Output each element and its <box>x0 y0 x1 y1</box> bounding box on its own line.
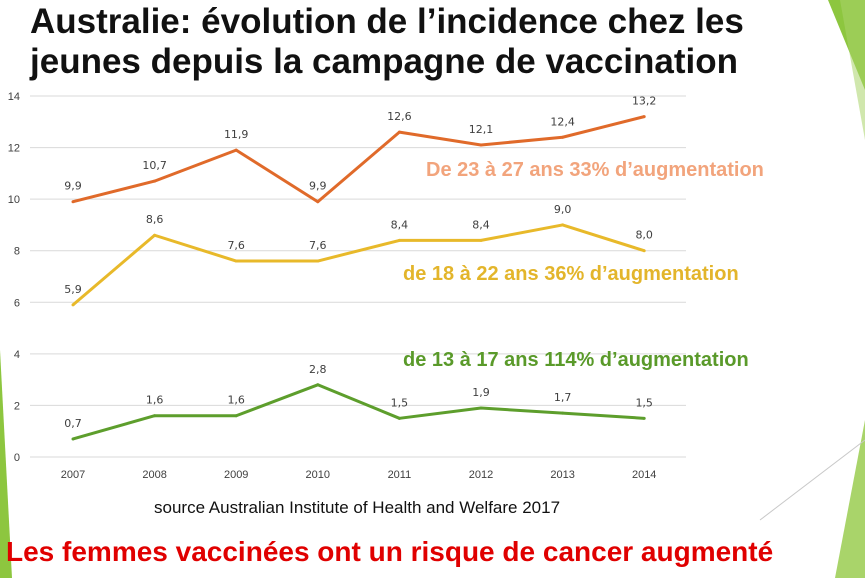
data-point <box>397 130 401 134</box>
data-point <box>561 223 565 227</box>
data-label: 5,9 <box>64 283 82 296</box>
data-label: 9,0 <box>554 203 572 216</box>
series-annotation: de 18 à 22 ans 36% d’augmentation <box>403 263 739 285</box>
data-label: 11,9 <box>224 128 249 141</box>
data-point <box>642 416 646 420</box>
data-label: 8,6 <box>146 213 164 226</box>
data-point <box>71 200 75 204</box>
x-tick-label: 2007 <box>61 469 85 481</box>
x-tick-label: 2008 <box>142 469 166 481</box>
data-label: 8,4 <box>472 218 490 231</box>
data-label: 1,6 <box>227 394 245 407</box>
data-point <box>479 143 483 147</box>
x-tick-label: 2009 <box>224 469 248 481</box>
data-point <box>153 233 157 237</box>
data-point <box>234 148 238 152</box>
slide-title: Australie: évolution de l’incidence chez… <box>30 2 744 81</box>
data-point <box>71 303 75 307</box>
source-caption: source Australian Institute of Health an… <box>154 498 561 517</box>
x-tick-label: 2013 <box>550 469 574 481</box>
y-tick-label: 12 <box>8 143 20 155</box>
data-point <box>153 179 157 183</box>
x-tick-label: 2014 <box>632 469 656 481</box>
y-tick-label: 14 <box>8 91 20 103</box>
data-label: 10,7 <box>142 159 167 172</box>
data-point <box>153 414 157 418</box>
data-label: 12,1 <box>469 123 494 136</box>
series-annotation: de 13 à 17 ans 114% d’augmentation <box>403 349 749 371</box>
data-point <box>561 411 565 415</box>
right-green-accent-light <box>840 0 865 140</box>
data-label: 1,7 <box>554 391 572 404</box>
conclusion-text: Les femmes vaccinées ont un risque de ca… <box>6 536 774 567</box>
data-label: 1,5 <box>391 396 409 409</box>
x-tick-label: 2012 <box>469 469 493 481</box>
data-point <box>397 416 401 420</box>
data-label: 9,9 <box>309 180 327 193</box>
right-divider-line <box>759 439 865 521</box>
y-tick-label: 0 <box>14 452 20 464</box>
data-label: 13,2 <box>632 95 657 108</box>
data-point <box>234 414 238 418</box>
data-label: 2,8 <box>309 363 327 376</box>
series-line <box>72 223 645 307</box>
y-tick-label: 10 <box>8 194 20 206</box>
data-label: 0,7 <box>64 417 82 430</box>
series-line <box>72 383 645 441</box>
data-point <box>479 238 483 242</box>
right-bottom-green-accent <box>835 420 865 578</box>
x-tick-label: 2010 <box>306 469 330 481</box>
data-label: 1,6 <box>146 394 164 407</box>
data-point <box>642 249 646 253</box>
series-line <box>72 115 645 204</box>
y-tick-label: 4 <box>14 349 20 361</box>
series-annotation: De 23 à 27 ans 33% d’augmentation <box>426 159 764 181</box>
data-label: 9,9 <box>64 180 82 193</box>
data-label: 1,9 <box>472 386 490 399</box>
data-label: 7,6 <box>309 239 327 252</box>
y-tick-label: 8 <box>14 246 20 258</box>
data-label: 7,6 <box>227 239 245 252</box>
data-point <box>234 259 238 263</box>
y-tick-label: 2 <box>14 400 20 412</box>
data-point <box>316 383 320 387</box>
data-point <box>316 200 320 204</box>
data-point <box>479 406 483 410</box>
data-label: 12,6 <box>387 110 412 123</box>
data-point <box>316 259 320 263</box>
data-point <box>561 135 565 139</box>
x-tick-label: 2011 <box>388 469 412 481</box>
data-label: 1,5 <box>635 396 653 409</box>
data-label: 8,0 <box>635 229 653 242</box>
left-green-accent <box>0 350 12 578</box>
data-label: 12,4 <box>550 115 575 128</box>
y-tick-label: 6 <box>14 297 20 309</box>
data-point <box>642 115 646 119</box>
data-point <box>71 437 75 441</box>
data-label: 8,4 <box>391 218 409 231</box>
data-point <box>397 238 401 242</box>
